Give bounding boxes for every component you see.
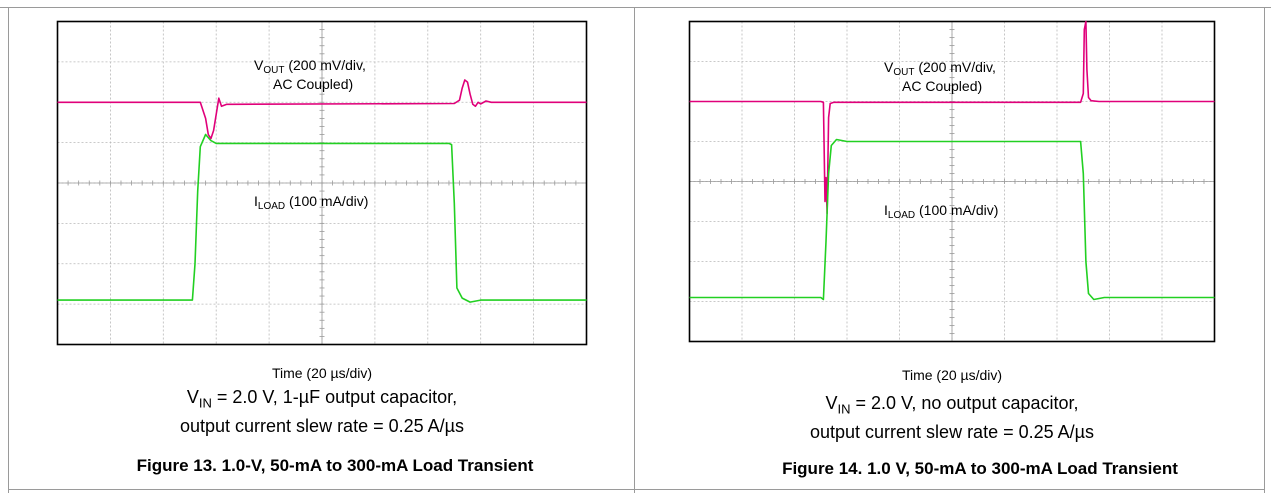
test-conditions: VIN = 2.0 V, no output capacitor, output… — [809, 393, 1095, 442]
iload-trace — [689, 138, 1215, 301]
vout-trace — [57, 79, 587, 140]
x-axis-caption: Time (20 µs/div) — [901, 367, 1003, 383]
scope-plot-fig14: VOUT (200 mV/div, AC Coupled) ILOAD (100… — [688, 20, 1216, 343]
scope-plot-fig13: VOUT (200 mV/div, AC Coupled) ILOAD (100… — [56, 20, 588, 346]
scope-frame — [56, 20, 588, 346]
iload-trace — [57, 133, 587, 303]
x-axis-caption: Time (20 µs/div) — [271, 365, 373, 381]
iload-label: ILOAD (100 mA/div) — [884, 202, 998, 221]
vout-label-line2: AC Coupled) — [902, 78, 982, 94]
vout-label-line2: AC Coupled) — [273, 76, 353, 92]
scope-frame — [688, 20, 1216, 343]
figure-title: Figure 14. 1.0 V, 50-mA to 300-mA Load T… — [782, 459, 1178, 478]
figure-title: Figure 13. 1.0-V, 50-mA to 300-mA Load T… — [136, 456, 534, 475]
top-rule — [0, 0, 1271, 8]
vout-label: VOUT (200 mV/div, — [254, 57, 366, 76]
vout-trace — [689, 20, 1215, 215]
table-cell-divider — [634, 7, 635, 493]
table-bottom-border — [8, 489, 1265, 490]
table-right-border — [1264, 7, 1265, 493]
vout-label: VOUT (200 mV/div, — [884, 59, 996, 78]
iload-label: ILOAD (100 mA/div) — [254, 193, 368, 212]
test-conditions: VIN = 2.0 V, 1-µF output capacitor, outp… — [179, 387, 465, 436]
table-left-border — [8, 7, 9, 493]
